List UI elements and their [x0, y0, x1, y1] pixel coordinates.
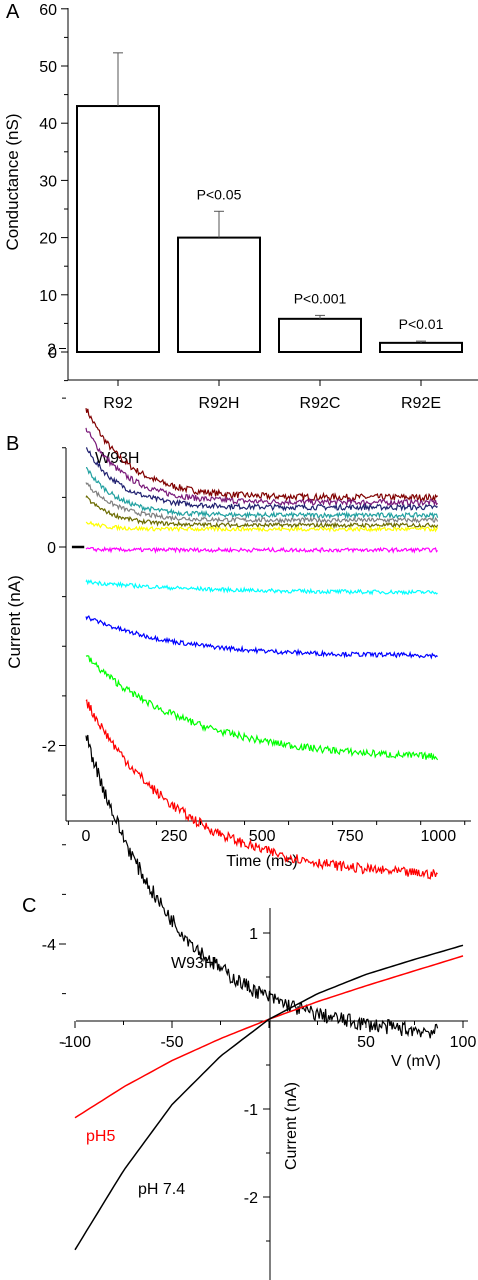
category-label: R92E [401, 395, 441, 412]
category-label: R92C [300, 395, 341, 412]
y-tick-label: 60 [39, 2, 57, 19]
iv-curve-ph74 [74, 944, 464, 1251]
y-tick-label: 0 [48, 345, 57, 362]
bar-r92e [379, 341, 463, 353]
panel-c-label: C [22, 895, 36, 917]
current-trace-7 [85, 520, 439, 533]
panel-a-label: A [6, 1, 20, 23]
x-tick-label: 1000 [421, 828, 457, 845]
significance-label: P<0.05 [197, 186, 242, 202]
y-tick-label: 1 [249, 926, 258, 943]
panel-c-ylabel: Current (nA) [283, 1082, 300, 1170]
x-tick-label: 0 [82, 828, 91, 845]
x-tick-label: 100 [450, 1034, 477, 1051]
x-tick-label: -100 [59, 1034, 91, 1051]
current-trace-10 [85, 615, 438, 660]
panel-c-axes: -100 -50 50 100 1 -1 -2 [59, 908, 476, 1280]
panel-a-ylabel: Conductance (nS) [3, 113, 22, 250]
bar-r92h [177, 236, 261, 354]
current-trace-5 [85, 482, 439, 524]
current-trace-3 [85, 447, 438, 512]
panel-b-label: B [6, 433, 19, 455]
bar-r92 [76, 105, 160, 354]
y-tick-label: 2 [47, 342, 56, 359]
current-trace-6 [85, 495, 439, 530]
x-tick-label: 750 [337, 828, 364, 845]
y-tick-label: 40 [39, 116, 57, 133]
panel-c: C W93H V (mV) Current (nA) -100 -50 50 100 1… [22, 895, 476, 1280]
current-trace-1 [85, 408, 439, 503]
y-tick-label: 50 [39, 59, 57, 76]
panel-b-xlabel: Time (ms) [226, 853, 297, 870]
x-tick-label: 500 [249, 828, 276, 845]
panel-b-traces [85, 408, 439, 1039]
panel-b-ylabel: Current (nA) [5, 575, 24, 669]
current-trace-4 [85, 467, 439, 520]
y-tick-label: 10 [39, 288, 57, 305]
current-trace-11 [85, 655, 439, 761]
y-tick-label: -2 [42, 739, 56, 756]
y-tick-label: 30 [39, 173, 57, 190]
y-tick-label: 0 [47, 540, 56, 557]
panel-a-bars [76, 52, 463, 354]
current-trace-13 [85, 734, 439, 1039]
iv-curve-ph5 [74, 955, 464, 1119]
panel-a-axes: 0 10 20 30 40 50 60 [39, 2, 478, 386]
y-tick-label: 20 [39, 231, 57, 248]
current-trace-12 [85, 699, 438, 880]
y-tick-label: -4 [42, 937, 56, 954]
significance-label: P<0.001 [294, 290, 347, 306]
panel-a-labels: R92 R92H P<0.05 R92C P<0.001 R92E P<0.01 [103, 186, 443, 412]
series-label-ph74: pH 7.4 [138, 1181, 185, 1198]
panel-c-xlabel: V (mV) [391, 1053, 441, 1070]
panel-c-title: W93H [171, 955, 215, 972]
x-tick-label: 50 [357, 1034, 375, 1051]
panel-a: A Conductance (nS) 0 10 20 30 40 50 60 R92 R92H… [3, 1, 478, 412]
current-trace-8 [85, 546, 439, 554]
series-label-ph5: pH5 [86, 1128, 115, 1145]
x-tick-label: -50 [160, 1034, 183, 1051]
significance-label: P<0.01 [399, 316, 444, 332]
category-label: R92H [199, 395, 240, 412]
panel-b-title: W93H [95, 450, 139, 467]
panel-c-traces [74, 944, 464, 1251]
x-tick-label: 250 [161, 828, 188, 845]
current-trace-9 [85, 579, 438, 596]
category-label: R92 [103, 395, 132, 412]
y-tick-label: -1 [244, 1102, 258, 1119]
bar-r92c [278, 317, 362, 354]
current-trace-2 [85, 427, 439, 508]
y-tick-label: -2 [244, 1190, 258, 1207]
